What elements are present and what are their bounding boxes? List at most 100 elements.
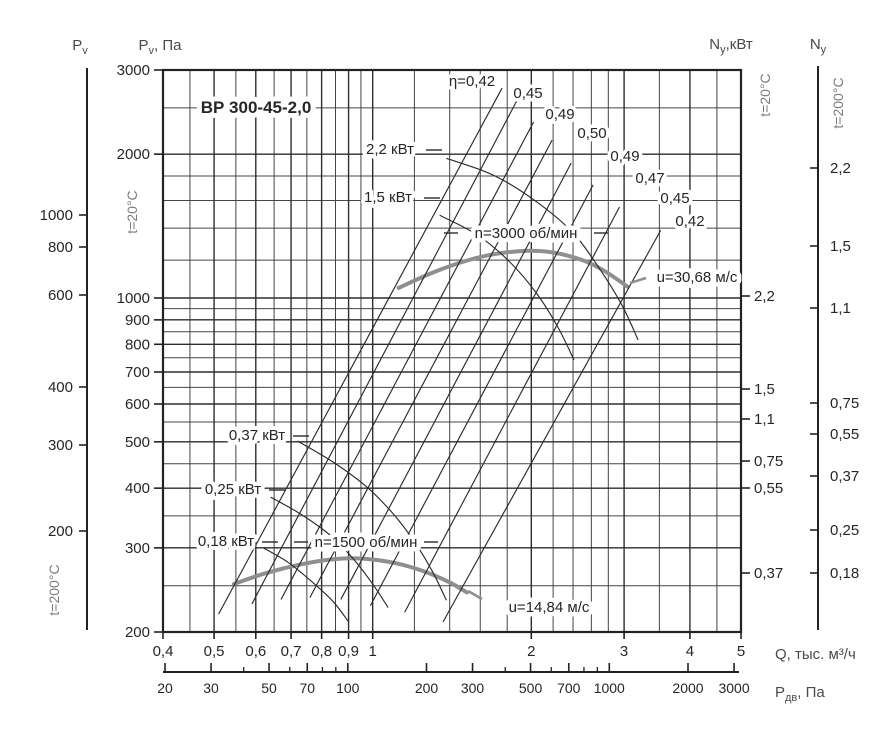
efficiency-label: 0,45 xyxy=(513,85,542,102)
pw-tick-label: 800 xyxy=(125,336,150,353)
n200-tick-label: 0,18 xyxy=(830,565,859,582)
q-tick-label: 0,8 xyxy=(311,643,332,660)
q-axis: 0,4 0,5 0,6 0,7 0,8 0,9 1 2 3 4 5 xyxy=(153,632,745,660)
efficiency-label: η=0,42 xyxy=(449,73,495,90)
pv200-tick-label: 600 xyxy=(48,287,73,304)
pdv-tick-label: 700 xyxy=(557,680,581,696)
pdv-tick-label: 100 xyxy=(336,680,360,696)
power-label: 2,2 кВт xyxy=(366,141,414,158)
power-curve xyxy=(297,440,447,601)
n200-axis: 2,2 1,5 1,1 0,75 0,55 0,37 0,25 0,18 xyxy=(810,66,859,630)
efficiency-label: 0,47 xyxy=(635,170,664,187)
n20-tick-label: 0,75 xyxy=(754,453,783,470)
pv200-axis-title: Pv xyxy=(72,37,88,57)
efficiency-label: 0,45 xyxy=(660,190,689,207)
q-tick-label: 0,5 xyxy=(204,643,225,660)
plot-frame xyxy=(161,68,743,634)
power-label: 1,5 кВт xyxy=(364,189,412,206)
power-curve xyxy=(270,496,389,608)
n20-tick-label: 1,1 xyxy=(754,411,775,428)
efficiency-line xyxy=(404,206,620,613)
pdv-tick-label: 20 xyxy=(157,680,173,696)
pw-tick-label: 300 xyxy=(125,540,150,557)
power-curve xyxy=(439,214,575,361)
pw-axis: 3000 2000 1000 900 800 700 600 500 400 300 200 xyxy=(117,62,162,641)
pdv-tick-label: 3000 xyxy=(718,680,749,696)
efficiency-label: 0,50 xyxy=(577,125,606,142)
pdv-tick-label: 30 xyxy=(203,680,219,696)
chart-title: ВР 300-45-2,0 xyxy=(201,98,312,117)
pdv-tick-label: 70 xyxy=(299,680,315,696)
pw-tick-label: 2000 xyxy=(117,146,150,163)
efficiency-label: 0,49 xyxy=(610,148,639,165)
pdv-axis-title: Pдв, Па xyxy=(775,684,825,704)
leader-dashes xyxy=(262,149,647,601)
pv200-tick-label: 400 xyxy=(48,379,73,396)
pw-tick-label: 600 xyxy=(125,396,150,413)
pw-tick-label: 500 xyxy=(125,434,150,451)
axis-headers: Pv Pv, Па Nу,кВт Nу Q, тыс. м³/ч Pдв, Па xyxy=(72,36,856,704)
efficiency-line xyxy=(309,139,553,598)
pw-axis-title: Pv, Па xyxy=(139,37,183,57)
pdv-tick-label: 1000 xyxy=(594,680,625,696)
n20-tick-label: 1,5 xyxy=(754,381,775,398)
n200-tick-label: 0,37 xyxy=(830,468,859,485)
q-tick-label: 1 xyxy=(369,643,377,660)
q-tick-label: 0,9 xyxy=(338,643,359,660)
temperature-labels: t=20°C t=200°C t=20°C t=200°C xyxy=(46,73,846,615)
q-tick-label: 0,7 xyxy=(281,643,302,660)
pv200-tick-label: 300 xyxy=(48,437,73,454)
n200-tick-label: 1,1 xyxy=(830,300,851,317)
q-axis-title: Q, тыс. м³/ч xyxy=(775,646,856,663)
pw-tick-label: 200 xyxy=(125,624,150,641)
n200-tick-label: 2,2 xyxy=(830,160,851,177)
efficiency-line xyxy=(442,230,662,623)
pdv-tick-label: 500 xyxy=(519,680,543,696)
pdv-tick-label: 2000 xyxy=(672,680,703,696)
efficiency-lines xyxy=(218,87,662,623)
pw-tick-label: 1000 xyxy=(117,290,150,307)
temperature-label: t=200°C xyxy=(830,77,846,128)
fan-curve xyxy=(231,556,469,595)
n20-tick-label: 0,55 xyxy=(754,480,783,497)
power-curves xyxy=(262,157,639,623)
pdv-tick-label: 300 xyxy=(461,680,485,696)
q-tick-label: 3 xyxy=(620,643,628,660)
pw-tick-label: 3000 xyxy=(117,62,150,79)
temperature-label: t=200°C xyxy=(46,564,62,615)
pw-tick-label: 400 xyxy=(125,480,150,497)
efficiency-line xyxy=(251,99,518,605)
efficiency-label: 0,42 xyxy=(675,213,704,230)
pdv-tick-label: 200 xyxy=(415,680,439,696)
q-tick-label: 4 xyxy=(686,643,694,660)
power-curve xyxy=(262,547,350,623)
n20-tick-label: 2,2 xyxy=(754,288,775,305)
pv200-tick-label: 200 xyxy=(48,523,73,540)
power-label: 0,25 кВт xyxy=(205,481,261,498)
n200-tick-label: 0,25 xyxy=(830,522,859,539)
power-curve xyxy=(446,157,639,341)
q-tick-label: 5 xyxy=(737,643,745,660)
u-speed-label: u=14,84 м/с xyxy=(509,599,590,616)
temperature-label: t=20°C xyxy=(124,190,140,233)
pw-tick-label: 900 xyxy=(125,312,150,329)
speed-label: n=1500 об/мин xyxy=(315,534,418,551)
n20-axis-title: Nу,кВт xyxy=(709,36,753,56)
u-speed-label: u=30,68 м/с xyxy=(657,269,738,286)
n200-tick-label: 0,75 xyxy=(830,395,859,412)
pdv-tick-label: 50 xyxy=(261,680,277,696)
n200-tick-label: 1,5 xyxy=(830,238,851,255)
power-label: 0,18 кВт xyxy=(198,533,254,550)
q-tick-label: 0,4 xyxy=(153,643,174,660)
n200-axis-title: Nу xyxy=(810,36,827,56)
speed-label: n=3000 об/мин xyxy=(475,225,578,242)
pv200-tick-label: 800 xyxy=(48,239,73,256)
efficiency-line xyxy=(218,87,503,615)
pv200-axis: 1000 800 600 400 300 200 xyxy=(40,68,88,630)
n200-tick-label: 0,55 xyxy=(830,426,859,443)
q-tick-label: 2 xyxy=(527,643,535,660)
pdv-axis: 20 30 50 70 100 200 300 500 700 1000 2000 3000 xyxy=(157,663,750,696)
